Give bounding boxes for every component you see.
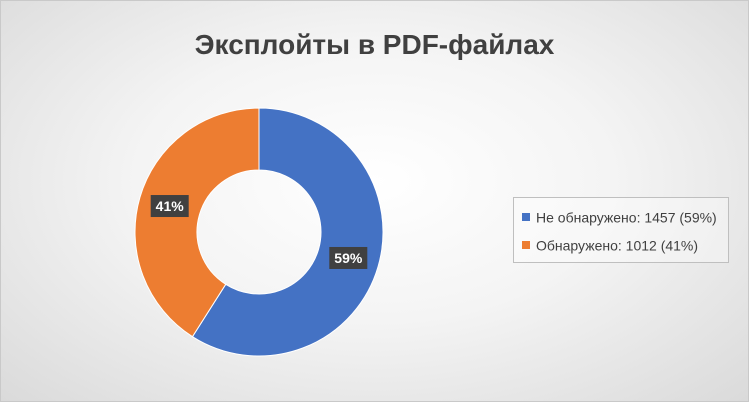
legend-swatch-detected: [522, 241, 530, 250]
data-label-box-not-detected: [329, 246, 368, 269]
legend-item-detected: Обнаружено: 1012 (41%): [522, 236, 698, 253]
data-label-text-not-detected: 59%: [334, 250, 363, 266]
data-label-not-detected: 59%: [329, 246, 368, 269]
legend-label-detected: Обнаружено: 1012 (41%): [536, 237, 699, 254]
chart-title: Эксплойты в PDF-файлах: [194, 29, 555, 60]
data-label-text-detected: 41%: [156, 198, 185, 214]
legend-item-not-detected: Не обнаружено: 1457 (59%): [522, 208, 717, 225]
legend-label-not-detected: Не обнаружено: 1457 (59%): [536, 209, 717, 226]
legend-swatch-not-detected: [522, 213, 530, 222]
slice-detected: [134, 107, 260, 338]
slice-not-detected: [191, 107, 384, 357]
legend: Не обнаружено: 1457 (59%) Обнаружено: 10…: [513, 197, 729, 263]
data-label-box-detected: [150, 195, 189, 218]
data-label-detected: 41%: [150, 195, 189, 218]
